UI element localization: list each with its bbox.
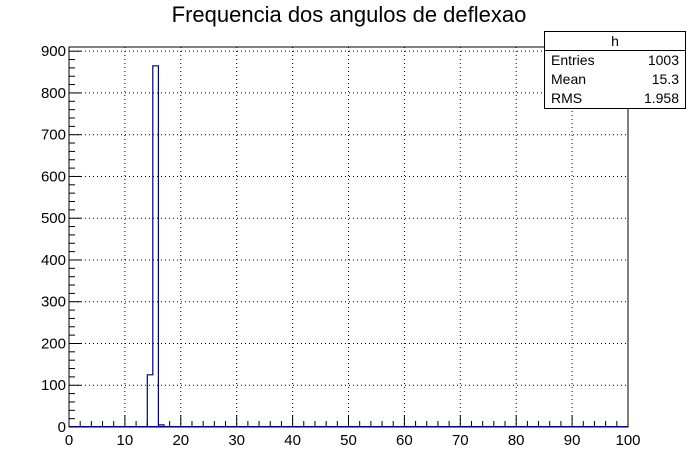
stats-key: RMS [551,90,583,106]
x-tick-label: 30 [228,432,245,449]
stats-key: Mean [551,71,587,87]
x-tick-label: 10 [117,432,134,449]
x-tick-label: 90 [564,432,581,449]
histogram-bin [153,66,159,427]
y-tick-label: 500 [41,210,66,227]
y-tick-label: 300 [41,294,66,311]
y-tick-label: 100 [41,377,66,394]
stats-value: 15.3 [651,71,679,87]
stats-box: h Entries 1003 Mean 15.3 RMS 1.958 [544,31,686,109]
y-tick-label: 400 [41,252,66,269]
x-tick-label: 40 [284,432,301,449]
x-tick-label: 50 [340,432,357,449]
y-tick-label: 800 [41,85,66,102]
x-tick-label: 60 [396,432,413,449]
y-tick-label: 0 [58,419,66,436]
x-tick-label: 20 [172,432,189,449]
stats-value: 1003 [647,52,679,68]
stats-value: 1.958 [643,90,679,106]
histogram-bin [147,375,153,427]
stats-row-rms: RMS 1.958 [545,89,685,108]
x-tick-label: 70 [452,432,469,449]
stats-key: Entries [551,52,595,68]
histogram-outline [146,65,165,427]
y-tick-label: 700 [41,127,66,144]
y-tick-label: 600 [41,168,66,185]
x-tick-label: 0 [65,432,73,449]
y-tick-label: 900 [41,43,66,60]
y-tick-label: 200 [41,335,66,352]
x-tick-label: 100 [615,432,640,449]
x-tick-label: 80 [508,432,525,449]
stats-row-entries: Entries 1003 [545,51,685,70]
stats-box-title: h [545,32,685,51]
stats-row-mean: Mean 15.3 [545,70,685,89]
chart-title: Frequencia dos angulos de deflexao [171,2,527,27]
